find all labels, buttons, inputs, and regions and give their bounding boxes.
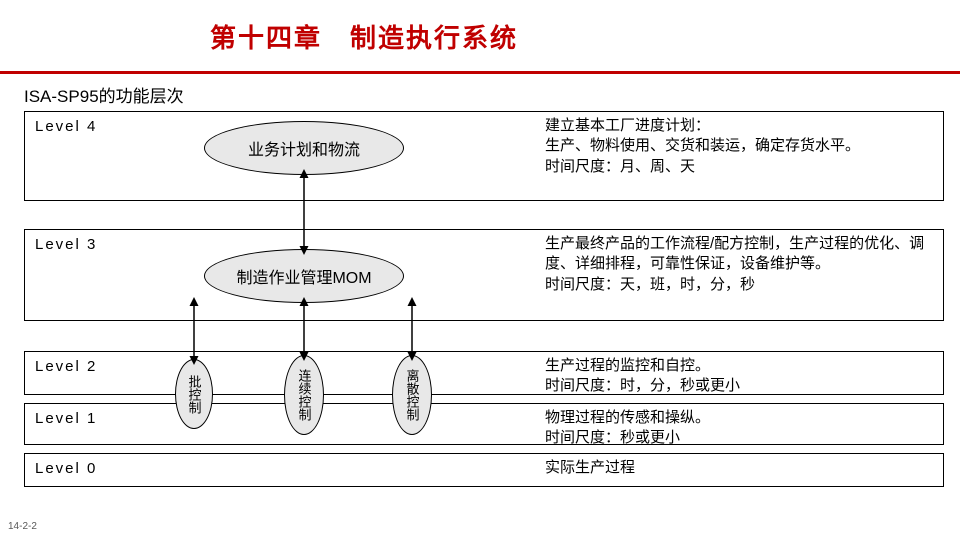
- level-label-l1: Level 1: [35, 410, 97, 427]
- ellipse-e3: 制造作业管理MOM: [204, 249, 404, 303]
- small-ellipse-s2: 连续控制: [284, 355, 324, 435]
- level-box-l4: Level 4 建立基本工厂进度计划： 生产、物料使用、交货和装运，确定存货水平。…: [24, 111, 944, 201]
- level-desc-l0: 实际生产过程: [545, 458, 933, 478]
- level-desc-l4: 建立基本工厂进度计划： 生产、物料使用、交货和装运，确定存货水平。 时间尺度：月…: [545, 116, 933, 177]
- slide-number: 14-2-2: [8, 521, 37, 532]
- level-label-l2: Level 2: [35, 358, 97, 375]
- small-ellipse-s1: 批控制: [175, 359, 213, 429]
- level-desc-l3: 生产最终产品的工作流程/配方控制，生产过程的优化、调度、详细排程，可靠性保证，设…: [545, 234, 933, 295]
- chapter-title: 第十四章 制造执行系统: [210, 18, 960, 55]
- level-box-l2: Level 2 生产过程的监控和自控。 时间尺度：时，分，秒或更小: [24, 351, 944, 395]
- level-box-l0: Level 0 实际生产过程: [24, 453, 944, 487]
- isa-sp95-diagram: Level 4 建立基本工厂进度计划： 生产、物料使用、交货和装运，确定存货水平。…: [24, 111, 944, 511]
- section-subtitle: ISA-SP95的功能层次: [0, 74, 960, 111]
- level-box-l3: Level 3 生产最终产品的工作流程/配方控制，生产过程的优化、调度、详细排程，…: [24, 229, 944, 321]
- level-label-l0: Level 0: [35, 460, 97, 477]
- level-desc-l1: 物理过程的传感和操纵。 时间尺度：秒或更小: [545, 408, 933, 449]
- level-box-l1: Level 1物理过程的传感和操纵。 时间尺度：秒或更小: [24, 403, 944, 445]
- ellipse-e4: 业务计划和物流: [204, 121, 404, 175]
- level-label-l4: Level 4: [35, 118, 97, 135]
- level-desc-l2: 生产过程的监控和自控。 时间尺度：时，分，秒或更小: [545, 356, 933, 397]
- level-label-l3: Level 3: [35, 236, 97, 253]
- small-ellipse-s3: 离散控制: [392, 355, 432, 435]
